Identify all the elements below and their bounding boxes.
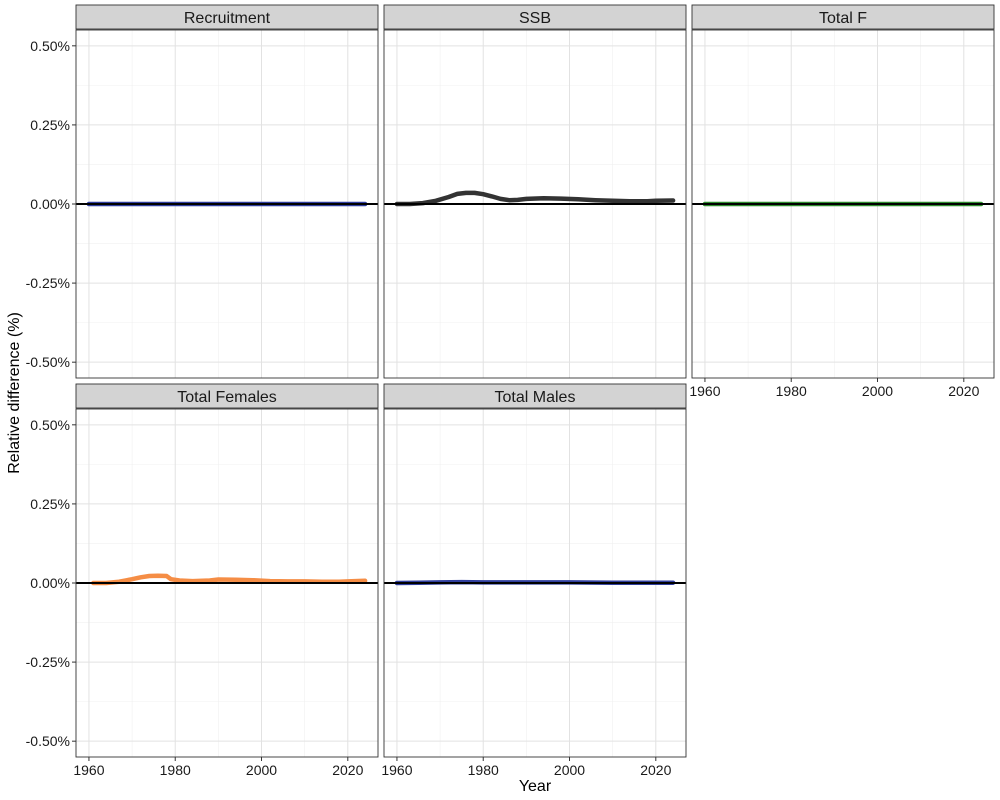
- facet-total-females: Total Females -0.50% -0.25% 0.00% 0.25% 0.50%…: [26, 383, 379, 778]
- facet-strip-label-recruitment: Recruitment: [184, 10, 271, 27]
- y-tick-label: -0.50%: [26, 733, 70, 749]
- facet-ssb: SSB: [383, 4, 687, 379]
- facet-strip-label-ssb: SSB: [519, 10, 551, 27]
- x-tick-label: 1960: [73, 762, 104, 778]
- y-tick-label: 0.25%: [30, 117, 70, 133]
- x-tick-label: 2000: [246, 762, 277, 778]
- facet-strip-label-total-females: Total Females: [177, 389, 277, 406]
- facet-strip-recruitment: [75, 4, 379, 30]
- facet-total-males: Total Males 1960 1980 2000 2020: [381, 383, 687, 778]
- facet-strip-total-females: [75, 383, 379, 409]
- panel-border: [383, 408, 687, 758]
- facet-strip-total-f: [691, 4, 995, 30]
- y-tick-label: 0.00%: [30, 196, 70, 212]
- x-tick-label: 2020: [332, 762, 363, 778]
- facet-strip-label-total-f: Total F: [819, 10, 867, 27]
- x-tick-label: 1980: [468, 762, 499, 778]
- facet-strip-label-total-males: Total Males: [495, 389, 576, 406]
- y-tick-label: 0.00%: [30, 575, 70, 591]
- y-axis-title: Relative difference (%): [6, 312, 23, 474]
- x-tick-label: 1960: [689, 383, 720, 399]
- facet-strip-total-males: [383, 383, 687, 409]
- x-tick-label: 2020: [640, 762, 671, 778]
- y-tick-label: -0.25%: [26, 654, 70, 670]
- facet-total-f: Total F 1960 1980 2000 2020: [689, 4, 995, 399]
- x-tick-label: 2000: [554, 762, 585, 778]
- x-tick-label: 1980: [160, 762, 191, 778]
- series-line-ssb: [394, 190, 676, 207]
- panel-border: [383, 29, 687, 379]
- panel-border: [691, 29, 995, 379]
- x-axis-title: Year: [519, 778, 552, 795]
- series-line-total-females: [91, 573, 368, 586]
- x-tick-label: 2000: [862, 383, 893, 399]
- y-tick-label: 0.25%: [30, 496, 70, 512]
- y-tick-label: -0.25%: [26, 275, 70, 291]
- x-tick-label: 1980: [776, 383, 807, 399]
- facet-panels: Recruitment -0.50% -0.25% 0.00% 0.25% 0.50% SS…: [26, 4, 995, 778]
- y-tick-label: 0.50%: [30, 417, 70, 433]
- y-tick-label: -0.50%: [26, 354, 70, 370]
- facet-strip-ssb: [383, 4, 687, 30]
- x-tick-label: 2020: [948, 383, 979, 399]
- facet-recruitment: Recruitment -0.50% -0.25% 0.00% 0.25% 0.50%: [26, 4, 379, 379]
- y-tick-label: 0.50%: [30, 38, 70, 54]
- x-tick-label: 1960: [381, 762, 412, 778]
